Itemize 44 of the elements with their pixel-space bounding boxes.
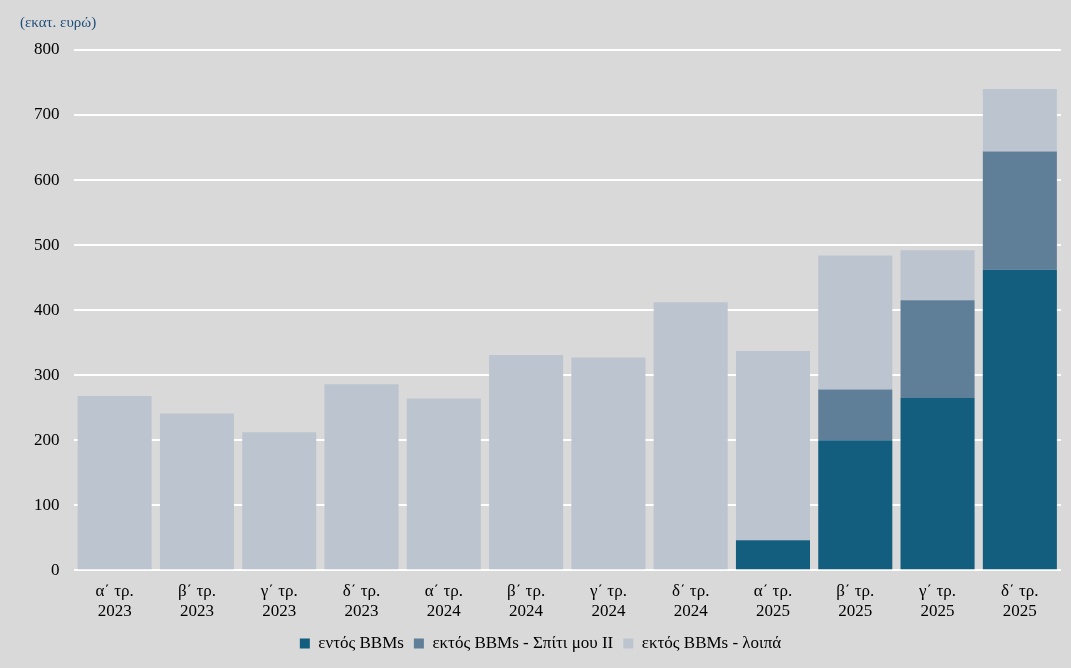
bar bbox=[900, 397, 975, 570]
bar bbox=[900, 300, 975, 398]
bar bbox=[324, 384, 399, 570]
y-axis-title: (εκατ. ευρώ) bbox=[20, 13, 97, 31]
x-tick-label: β΄ τρ. 2025 bbox=[836, 580, 875, 621]
y-tick-label: 500 bbox=[34, 234, 60, 254]
y-tick-label: 100 bbox=[34, 494, 60, 514]
x-tick-label: γ΄ τρ. 2025 bbox=[918, 580, 957, 621]
y-tick-label: 200 bbox=[34, 429, 60, 449]
bar bbox=[653, 302, 728, 570]
bar bbox=[489, 354, 564, 570]
y-tick-label: 600 bbox=[34, 169, 60, 189]
bar bbox=[982, 89, 1057, 152]
legend-label: εκτός BBMs - λοιπά bbox=[641, 632, 782, 652]
x-tick-label: γ΄ τρ. 2024 bbox=[588, 580, 627, 621]
legend-label: εκτός BBMs - Σπίτι μου ΙΙ bbox=[432, 632, 614, 652]
bar bbox=[159, 413, 234, 570]
y-tick-label: 0 bbox=[51, 559, 60, 579]
bar bbox=[982, 269, 1057, 570]
bar bbox=[735, 351, 811, 541]
x-tick-label: α΄ τρ. 2024 bbox=[424, 580, 464, 621]
x-tick-label: β΄ τρ. 2024 bbox=[507, 580, 546, 621]
x-tick-label: α΄ τρ. 2023 bbox=[95, 580, 134, 621]
bar bbox=[818, 255, 893, 390]
bar bbox=[77, 395, 152, 570]
x-tick-label: α΄ τρ. 2025 bbox=[753, 580, 793, 621]
bar bbox=[571, 357, 646, 570]
bar bbox=[735, 540, 811, 570]
x-tick-label: δ΄ τρ. 2025 bbox=[1001, 580, 1039, 621]
y-tick-label: 300 bbox=[34, 364, 60, 384]
y-tick-label: 700 bbox=[34, 104, 60, 124]
bar bbox=[242, 432, 317, 570]
x-tick-label: δ΄ τρ. 2024 bbox=[671, 580, 710, 621]
bar bbox=[818, 389, 893, 441]
y-tick-label: 800 bbox=[34, 39, 60, 59]
bar bbox=[900, 250, 975, 301]
bar bbox=[818, 440, 893, 570]
bar bbox=[982, 151, 1057, 270]
legend-label: εντός BBMs bbox=[318, 632, 404, 652]
x-tick-label: γ΄ τρ. 2023 bbox=[259, 580, 298, 621]
x-tick-label: δ΄ τρ. 2023 bbox=[342, 580, 381, 621]
x-tick-label: β΄ τρ. 2023 bbox=[177, 580, 217, 621]
bar bbox=[406, 398, 481, 570]
y-tick-label: 400 bbox=[34, 299, 60, 319]
